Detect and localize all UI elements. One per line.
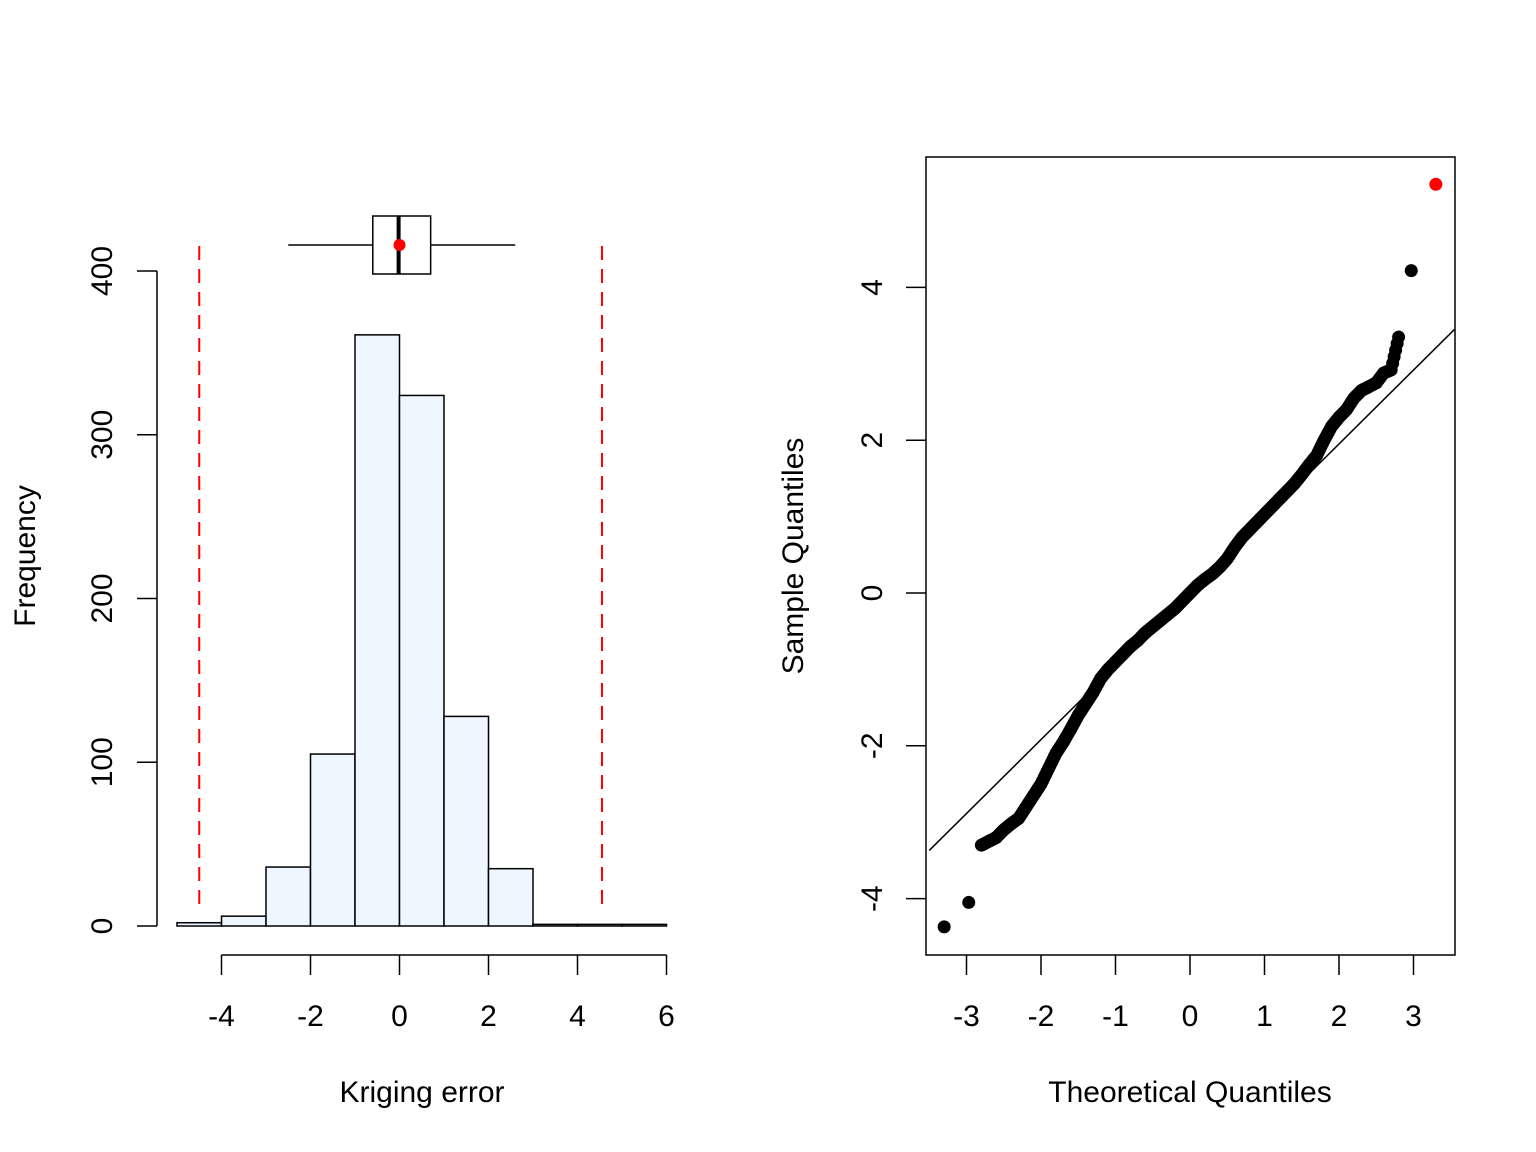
histogram-x-tick-label: -2 [297, 1000, 324, 1033]
histogram-y-axis-title: Frequency [9, 485, 42, 627]
histogram-y-tick-label: 400 [86, 246, 119, 296]
boxplot-mean-point [393, 239, 406, 251]
boxplot-box [372, 215, 432, 275]
histogram-y-tick-label: 300 [86, 410, 119, 460]
qq-plot-panel: -4 -2 0 2 4 -3 -2 -1 0 1 2 3 Theoretical Quantiles… [777, 156, 1456, 1109]
qq-point [962, 895, 976, 909]
histogram-x-tick-label: -4 [208, 1000, 235, 1033]
qq-x-axis: -3 -2 -1 0 1 2 3 [953, 955, 1422, 1033]
histogram-bar [532, 923, 579, 927]
qq-y-axis-title: Sample Quantiles [777, 438, 810, 675]
qq-y-tick-label: -2 [856, 732, 889, 759]
histogram-bar [176, 921, 223, 927]
qq-x-tick-label: 1 [1256, 1000, 1273, 1033]
histogram-bar [354, 334, 401, 927]
qq-x-tick-label: 2 [1331, 1000, 1348, 1033]
histogram-panel: 0 100 200 300 400 -4 -2 0 2 4 6 Kriging error Fre… [9, 215, 675, 1109]
histogram-x-tick-label: 2 [480, 1000, 497, 1033]
qq-point [1404, 264, 1418, 278]
qq-x-tick-label: -1 [1102, 1000, 1129, 1033]
histogram-y-tick-label: 100 [86, 737, 119, 787]
qq-y-tick-label: 0 [856, 585, 889, 602]
qq-y-tick-label: -4 [856, 885, 889, 912]
histogram-bar [443, 715, 490, 927]
histogram-x-tick-label: 0 [391, 1000, 408, 1033]
boxplot [288, 215, 516, 275]
histogram-x-axis: -4 -2 0 2 4 6 [208, 954, 675, 1033]
histogram-y-tick-label: 200 [86, 573, 119, 623]
histogram-bar [621, 923, 668, 927]
histogram-x-axis-title: Kriging error [339, 1076, 504, 1109]
histogram-y-axis: 0 100 200 300 400 [86, 246, 158, 935]
qq-y-axis: -4 -2 0 2 4 [856, 279, 926, 912]
histogram-bars [176, 334, 668, 927]
histogram-bar [398, 394, 445, 927]
histogram-x-tick-label: 4 [569, 1000, 586, 1033]
qq-highlighted-point [1429, 177, 1443, 191]
histogram-bar [265, 866, 312, 927]
qq-point [937, 920, 951, 934]
histogram-bar [309, 753, 356, 927]
qq-x-tick-label: 0 [1182, 1000, 1199, 1033]
qq-point [1392, 330, 1406, 344]
histogram-bar [576, 923, 623, 927]
qq-x-tick-label: 3 [1405, 1000, 1422, 1033]
qq-points [937, 177, 1443, 934]
histogram-x-tick-label: 6 [658, 1000, 675, 1033]
qq-x-tick-label: -3 [953, 1000, 980, 1033]
qq-x-tick-label: -2 [1028, 1000, 1055, 1033]
qq-y-tick-label: 2 [856, 432, 889, 449]
histogram-y-tick-label: 0 [86, 918, 119, 935]
qq-y-tick-label: 4 [856, 279, 889, 296]
reference-lines [198, 246, 603, 912]
qq-x-axis-title: Theoretical Quantiles [1048, 1076, 1331, 1109]
histogram-bar [220, 915, 267, 927]
histogram-bar [487, 867, 534, 927]
